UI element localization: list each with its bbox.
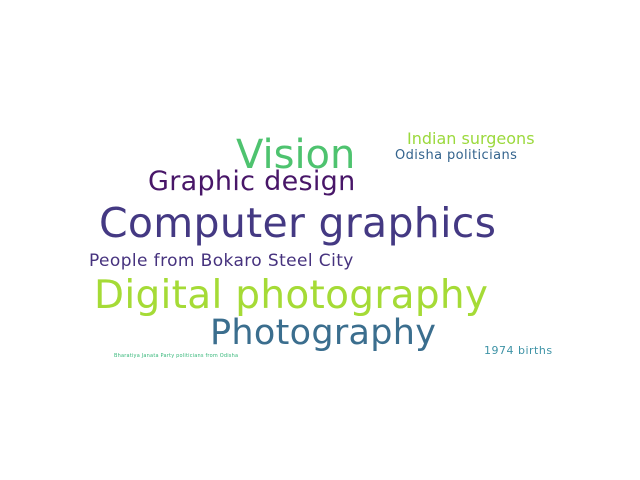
word-digital-photography: Digital photography [94, 273, 489, 318]
word-vision: Vision [236, 132, 356, 178]
word-bjp-politicians-from-odisha: Bharatiya Janata Party politicians from … [114, 353, 239, 359]
word-photography: Photography [210, 313, 437, 353]
word-indian-surgeons: Indian surgeons [407, 129, 535, 148]
word-people-from-bokaro-steel-city: People from Bokaro Steel City [89, 251, 354, 271]
word-odisha-politicians: Odisha politicians [395, 148, 518, 163]
word-graphic-design: Graphic design [148, 166, 356, 197]
word-1974-births: 1974 births [484, 344, 553, 357]
word-computer-graphics: Computer graphics [99, 199, 497, 247]
